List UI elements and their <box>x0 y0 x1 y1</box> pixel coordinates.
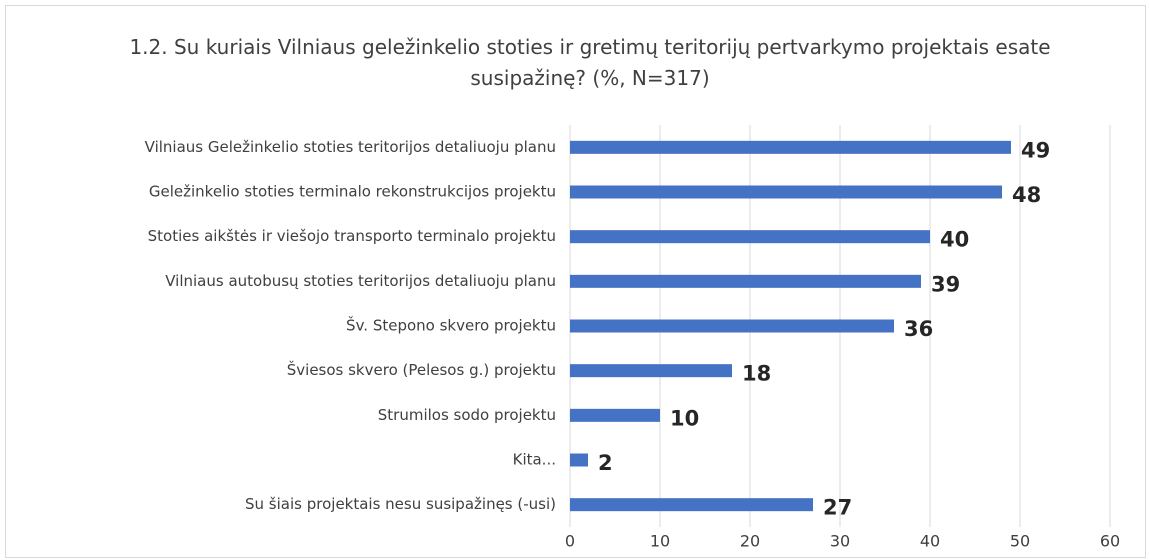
y-tick-label: Stoties aikštės ir viešojo transporto te… <box>148 227 556 245</box>
chart-border <box>5 5 1146 558</box>
chart-title: 1.2. Su kuriais Vilniaus geležinkelio st… <box>129 35 1051 90</box>
y-tick-label: Su šiais projektais nesu susipažinęs (-u… <box>245 495 556 513</box>
x-tick-label: 60 <box>1100 532 1120 551</box>
y-tick-label: Geležinkelio stoties terminalo rekonstru… <box>149 183 556 201</box>
data-label: 48 <box>1012 183 1041 207</box>
bar <box>570 319 894 333</box>
data-label: 10 <box>670 406 699 430</box>
bar <box>570 364 732 378</box>
bar <box>570 408 660 422</box>
y-tick-label: Šviesos skvero (Pelesos g.) projektu <box>287 360 556 379</box>
bar <box>570 185 1002 199</box>
y-tick-label: Šv. Stepono skvero projektu <box>346 316 556 335</box>
x-tick-label: 30 <box>830 532 850 551</box>
bar <box>570 453 588 467</box>
x-tick-label: 20 <box>740 532 760 551</box>
bar <box>570 140 1011 154</box>
x-tick-label: 10 <box>650 532 670 551</box>
data-label: 2 <box>598 451 613 475</box>
bar <box>570 230 930 244</box>
x-tick-label: 40 <box>920 532 940 551</box>
x-tick-label: 0 <box>565 532 575 551</box>
y-tick-label: Vilniaus autobusų stoties teritorijos de… <box>165 272 556 290</box>
data-label: 40 <box>940 228 969 252</box>
x-tick-label: 50 <box>1010 532 1030 551</box>
y-tick-label: Kita... <box>513 451 556 469</box>
bar <box>570 274 921 288</box>
data-label: 36 <box>904 317 933 341</box>
data-label: 18 <box>742 362 771 386</box>
data-label: 27 <box>823 496 852 520</box>
y-tick-label: Vilniaus Geležinkelio stoties teritorijo… <box>145 138 556 156</box>
data-label: 39 <box>931 272 960 296</box>
data-label: 49 <box>1021 138 1050 162</box>
y-tick-label: Strumilos sodo projektu <box>378 406 556 424</box>
bar <box>570 498 813 512</box>
